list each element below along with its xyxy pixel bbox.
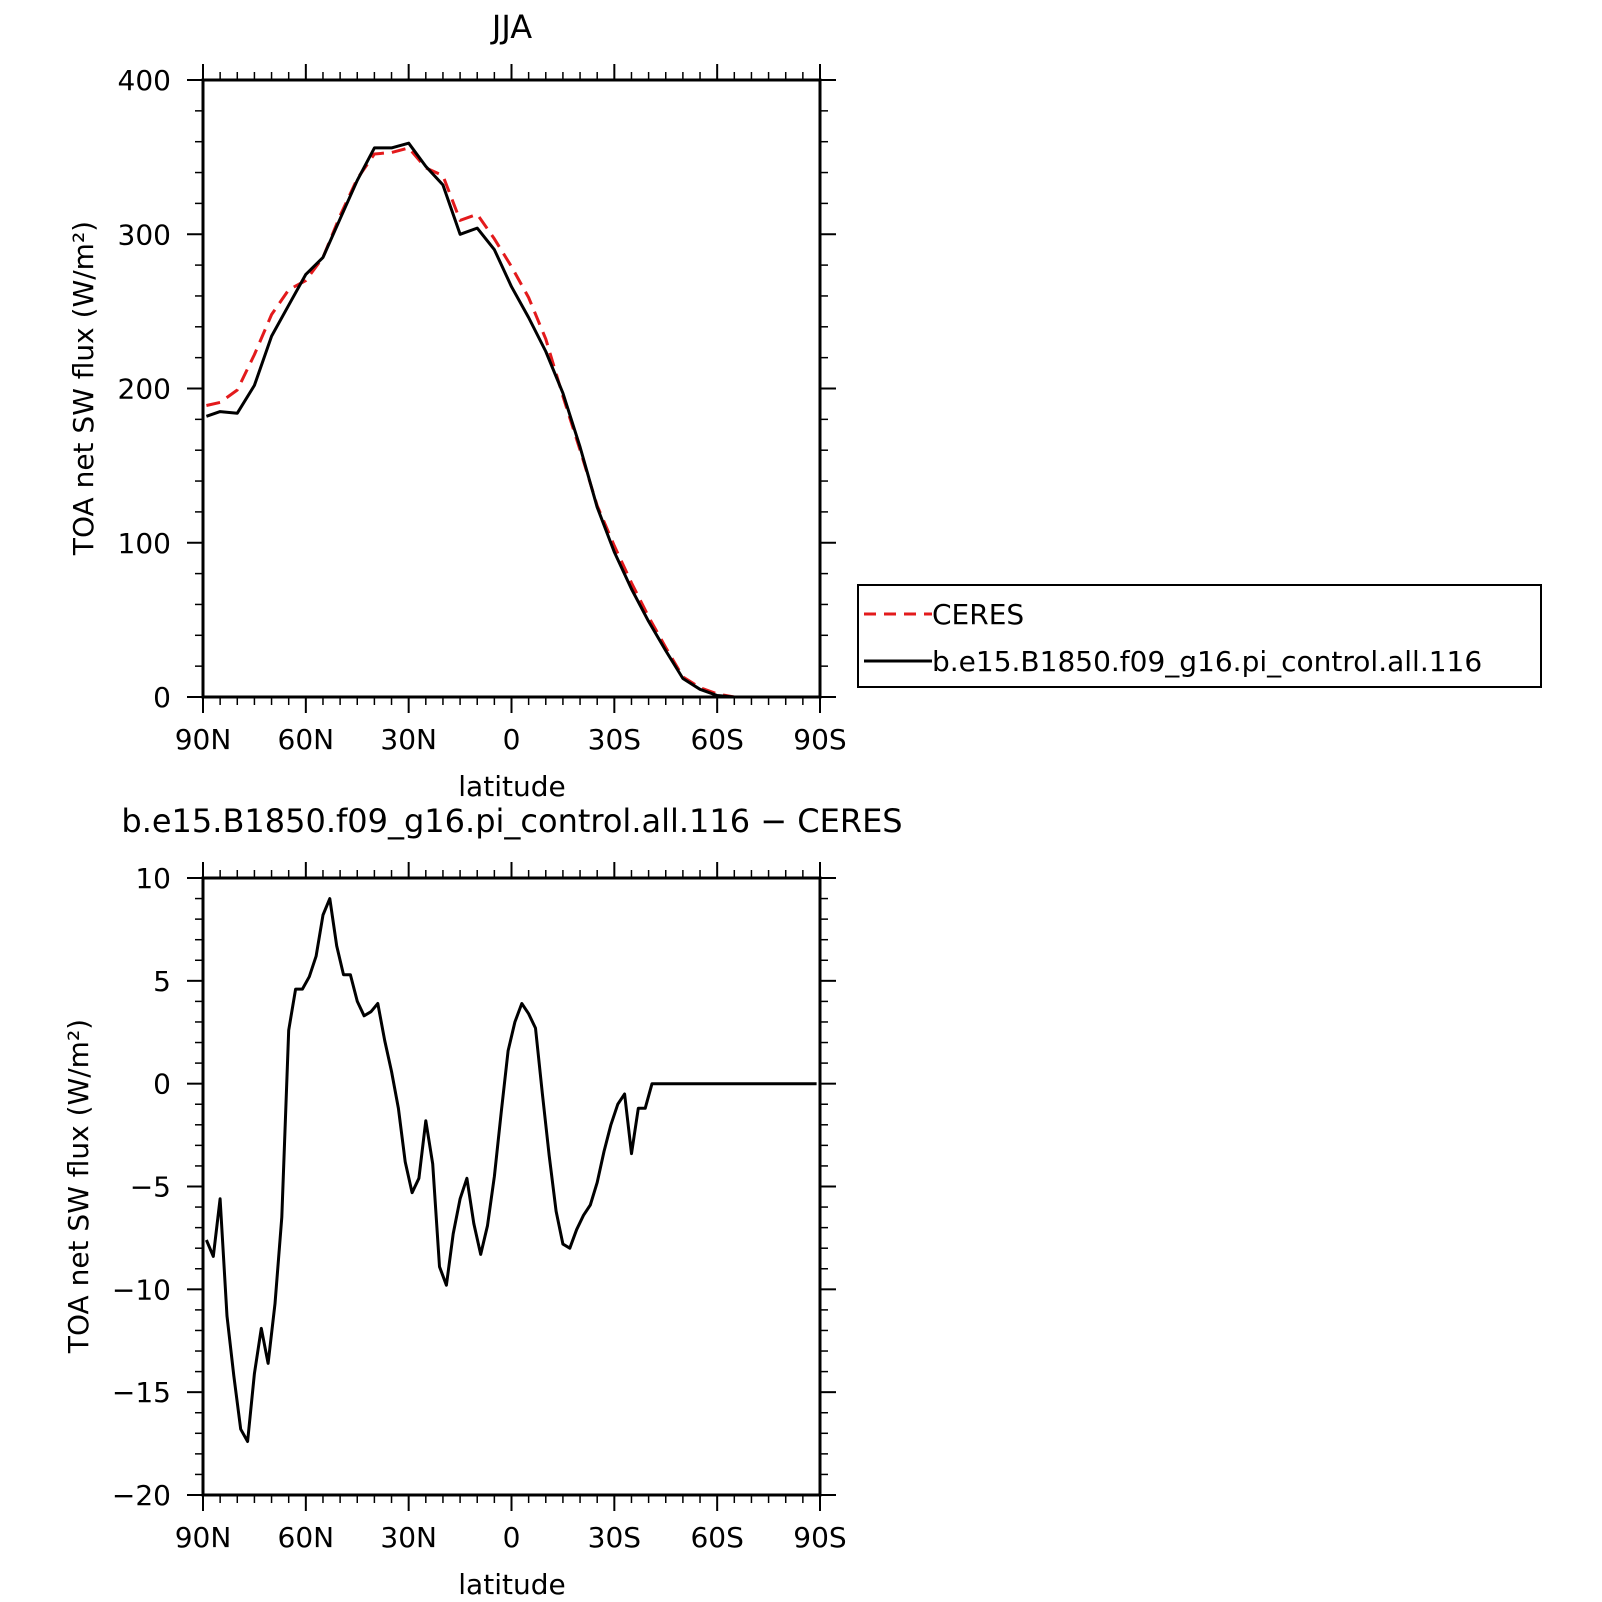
x-tick-label: 90N <box>175 723 232 756</box>
ceres-series-line <box>206 146 817 699</box>
legend: CERES b.e15.B1850.f09_g16.pi_control.all… <box>857 584 1542 688</box>
y-tick-label: 300 <box>118 218 171 251</box>
legend-box <box>857 584 1542 688</box>
top-plot-frame <box>201 78 822 699</box>
x-tick-label: 60N <box>278 723 335 756</box>
bottom-panel: b.e15.B1850.f09_g16.pi_control.all.116 −… <box>62 802 903 1601</box>
y-tick-label: −10 <box>112 1273 171 1306</box>
bottom-x-axis-label: latitude <box>458 1568 565 1601</box>
x-tick-label: 90N <box>175 1521 232 1554</box>
x-tick-label: 0 <box>503 1521 521 1554</box>
bottom-plot-frame <box>201 876 822 1497</box>
y-tick-label: −15 <box>112 1376 171 1409</box>
top-panel: JJA 90N 60N 30N 0 30S 60S 90S 0 100 200 300 400 lat… <box>67 8 1542 803</box>
legend-label-model: b.e15.B1850.f09_g16.pi_control.all.116 <box>932 645 1482 678</box>
x-tick-label: 30N <box>380 1521 437 1554</box>
x-tick-label: 60S <box>690 1521 743 1554</box>
y-tick-label: 100 <box>118 527 171 560</box>
legend-label-ceres: CERES <box>932 598 1024 631</box>
bottom-tick-group: 90N 60N 30N 0 30S 60S 90S −20 −15 −10 −5 0 5 10 <box>112 862 847 1554</box>
top-y-axis-label: TOA net SW flux (W/m²) <box>67 221 100 556</box>
x-tick-label: 90S <box>793 1521 846 1554</box>
x-tick-label: 60S <box>690 723 743 756</box>
y-tick-label: 10 <box>135 862 171 895</box>
bottom-chart-title: b.e15.B1850.f09_g16.pi_control.all.116 −… <box>121 802 902 840</box>
x-tick-label: 90S <box>793 723 846 756</box>
y-tick-label: 5 <box>153 965 171 998</box>
x-tick-label: 0 <box>503 723 521 756</box>
x-tick-label: 30S <box>588 1521 641 1554</box>
top-series-group <box>205 141 817 699</box>
bottom-y-axis-label: TOA net SW flux (W/m²) <box>62 1019 95 1354</box>
y-tick-label: −20 <box>112 1479 171 1512</box>
model-series-line <box>205 141 817 699</box>
top-x-axis-label: latitude <box>458 770 565 803</box>
y-tick-label: 400 <box>118 64 171 97</box>
y-tick-label: 0 <box>153 681 171 714</box>
y-tick-label: 200 <box>118 373 171 406</box>
top-chart-title: JJA <box>490 8 532 46</box>
y-tick-label: 0 <box>153 1068 171 1101</box>
y-tick-label: −5 <box>130 1171 171 1204</box>
x-tick-label: 30S <box>588 723 641 756</box>
difference-series-line <box>205 897 817 1443</box>
x-tick-label: 30N <box>380 723 437 756</box>
bottom-series-group <box>205 897 817 1443</box>
top-tick-group: 90N 60N 30N 0 30S 60S 90S 0 100 200 300 400 <box>118 64 847 756</box>
x-tick-label: 60N <box>278 1521 335 1554</box>
